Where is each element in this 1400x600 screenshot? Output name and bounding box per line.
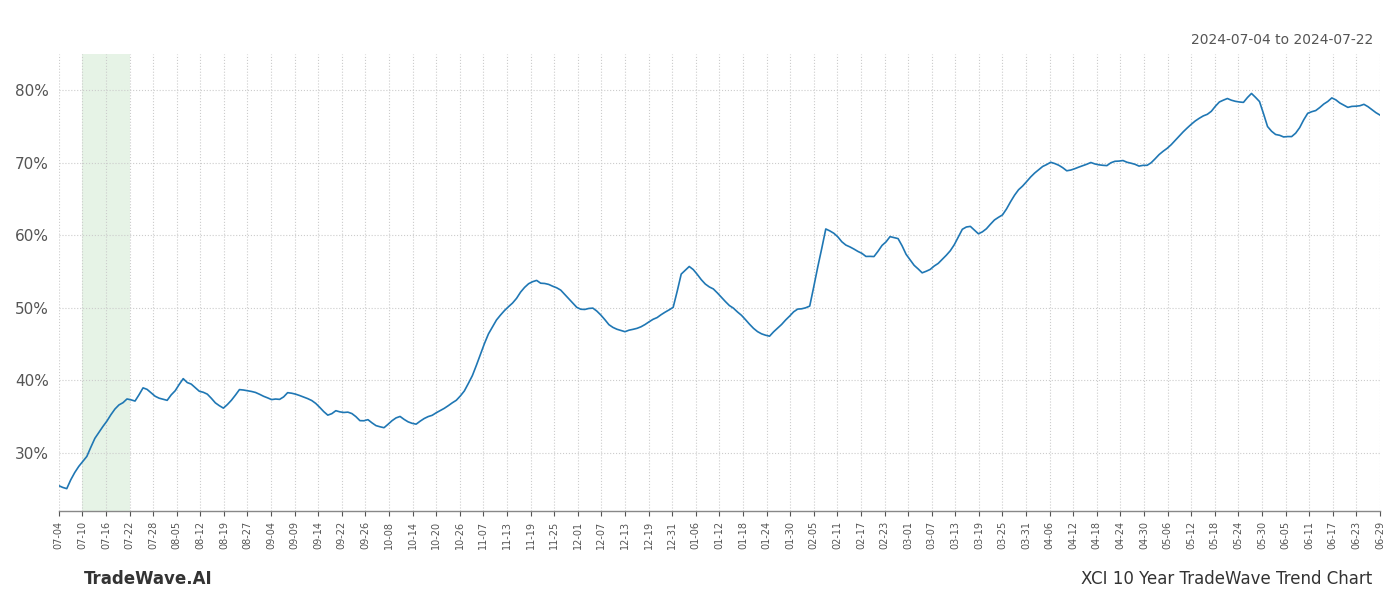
Text: XCI 10 Year TradeWave Trend Chart: XCI 10 Year TradeWave Trend Chart (1081, 570, 1372, 588)
Bar (83, 54, 130, 511)
Text: 2024-07-04 to 2024-07-22: 2024-07-04 to 2024-07-22 (1191, 33, 1373, 47)
Text: TradeWave.AI: TradeWave.AI (84, 570, 213, 588)
